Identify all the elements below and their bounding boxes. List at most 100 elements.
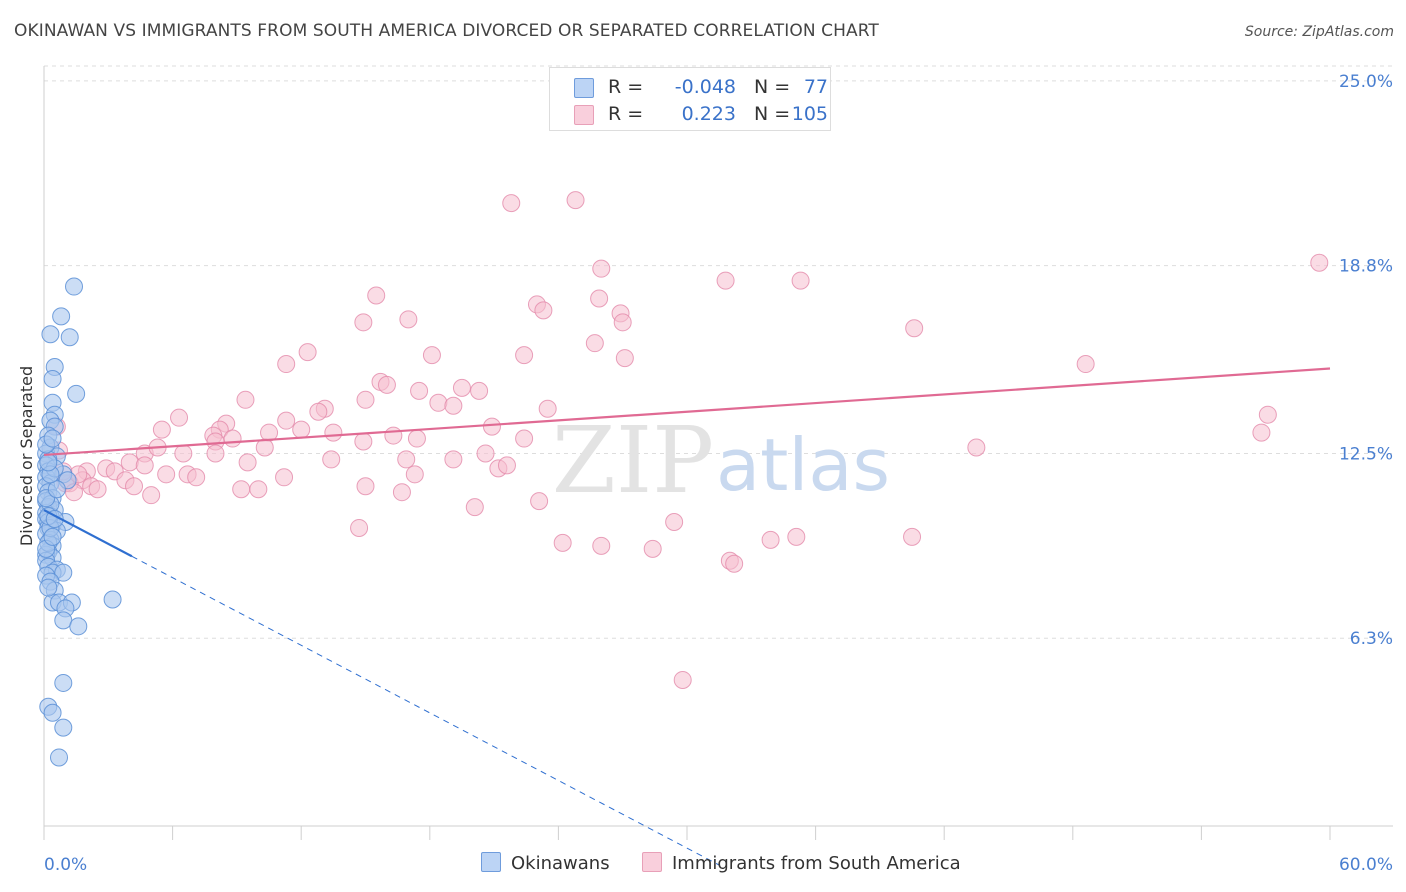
pink-point (232, 480, 251, 499)
pink-point (135, 456, 154, 475)
pink-point (238, 453, 257, 472)
pink-point (187, 468, 206, 487)
blue-point (54, 673, 73, 692)
pink-point (444, 396, 463, 415)
blue-point (54, 718, 73, 737)
tick-labels: 6.3% 12.5% 18.8% 25.0% 0.0% 60.0% (44, 72, 1393, 875)
pink-point (384, 426, 403, 445)
series-swatch-pink (642, 852, 662, 872)
pink-point (249, 480, 268, 499)
x-tick-label: 60.0% (1339, 855, 1393, 875)
pink-points (47, 191, 1329, 689)
legend-r-value: 0.223 (681, 103, 736, 125)
chart-title: OKINAWAN VS IMMIGRANTS FROM SOUTH AMERIC… (14, 21, 879, 41)
blue-point (43, 703, 62, 722)
pink-point (967, 438, 986, 457)
pink-point (476, 444, 495, 463)
legend-n-label: N = (754, 103, 791, 125)
pink-point (377, 375, 396, 394)
pink-point (223, 429, 242, 448)
pink-point (399, 310, 418, 329)
pink-point (120, 453, 139, 472)
pink-point (592, 536, 611, 555)
watermark-zip: ZIP (552, 407, 714, 514)
pink-point (470, 381, 489, 400)
pink-point (534, 301, 553, 320)
y-tick-label: 6.3% (1350, 629, 1393, 649)
pink-point (354, 432, 373, 451)
pink-point (1252, 423, 1271, 442)
blue-trend-line (43, 509, 133, 558)
stats-legend: R = -0.048 N = 77 R = 0.223 N = 105 (549, 67, 831, 131)
pink-point (255, 438, 274, 457)
pink-point (515, 346, 534, 365)
blue-point (39, 578, 58, 597)
pink-point (174, 444, 193, 463)
pink-point (643, 539, 662, 558)
pink-point (88, 480, 107, 499)
pink-point (367, 286, 386, 305)
legend-n-value: 77 (803, 76, 828, 98)
pink-point (354, 313, 373, 332)
pink-point (152, 420, 171, 439)
pink-point (170, 408, 189, 427)
pink-point (502, 194, 521, 213)
pink-point (407, 429, 426, 448)
legend-r-label: R = (608, 103, 644, 125)
series-legend: Okinawans Immigrants from South America (0, 852, 1406, 876)
pink-point (277, 355, 296, 374)
y-axis-label: Divorced or Separated (17, 366, 36, 546)
pink-point (452, 378, 471, 397)
pink-point (905, 319, 924, 338)
pink-point (615, 349, 634, 368)
pink-point (292, 420, 311, 439)
pink-point (142, 486, 161, 505)
pink-point (613, 313, 632, 332)
pink-point (725, 554, 744, 573)
blue-point (60, 328, 79, 347)
pink-point (497, 456, 516, 475)
pink-point (465, 498, 484, 517)
blue-point (54, 611, 73, 630)
pink-point (566, 191, 585, 210)
legend-swatch-blue (574, 78, 594, 98)
series-legend-immigrants: Immigrants from South America (642, 852, 961, 874)
legend-r-label: R = (608, 76, 644, 98)
pink-point (592, 259, 611, 278)
trend-lines (43, 367, 1331, 866)
source-label: Source: ZipAtlas.com (1244, 24, 1394, 40)
blue-point (67, 384, 86, 403)
pink-point (350, 518, 369, 537)
pink-point (356, 390, 375, 409)
pink-point (791, 271, 810, 290)
blue-point (103, 590, 122, 609)
pink-point (665, 513, 684, 531)
pink-point (392, 483, 411, 502)
pink-point (397, 450, 416, 469)
pink-point (716, 271, 735, 290)
pink-point (125, 477, 144, 496)
pink-trend-line (43, 367, 1331, 457)
blue-points (37, 277, 122, 767)
pink-point (1310, 253, 1329, 272)
pink-point (1076, 355, 1095, 374)
pink-point (429, 393, 448, 412)
series-label-okinawans: Okinawans (511, 853, 610, 874)
pink-point (157, 465, 176, 484)
blue-point (54, 563, 73, 582)
pink-point (585, 334, 604, 353)
pink-point (236, 390, 255, 409)
blue-point (52, 307, 71, 326)
legend-n-label: N = (754, 76, 791, 98)
blue-point (43, 527, 62, 546)
pink-point (275, 468, 294, 487)
blue-point (41, 325, 60, 344)
pink-point (422, 346, 441, 365)
pink-point (356, 477, 375, 496)
y-tick-label: 25.0% (1339, 72, 1393, 92)
pink-point (553, 533, 572, 552)
series-legend-okinawans: Okinawans (481, 852, 610, 874)
x-tick-label: 0.0% (44, 855, 87, 875)
pink-point (590, 289, 609, 308)
